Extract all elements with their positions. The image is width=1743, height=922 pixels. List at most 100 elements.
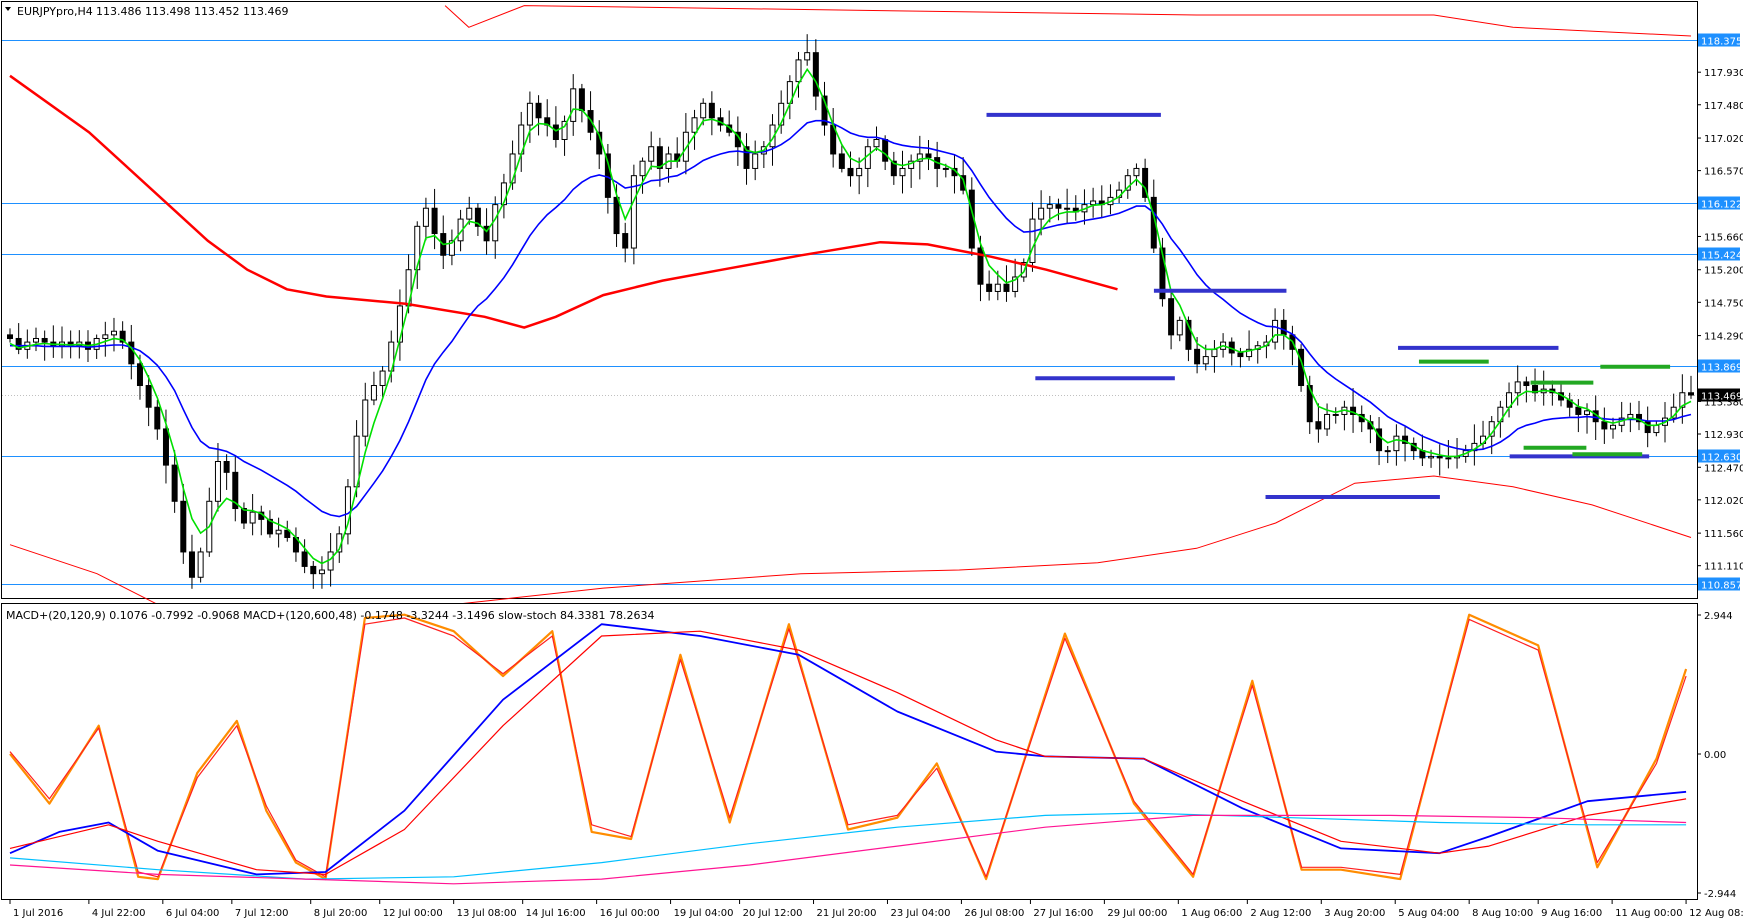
bull-candle: [1246, 348, 1253, 358]
bull-candle: [856, 167, 863, 177]
bear-candle: [656, 146, 663, 169]
bull-candle: [752, 153, 759, 169]
time-tick-label: 8 Aug 10:00: [1472, 908, 1533, 919]
bull-candle: [1428, 455, 1435, 459]
bull-candle: [1029, 218, 1036, 264]
bull-candle: [422, 207, 429, 227]
bull-candle: [1332, 413, 1339, 416]
level-label-box: [1698, 247, 1740, 261]
bear-candle: [41, 337, 48, 343]
price-tick-label: 112.470: [1704, 463, 1743, 474]
level-label-text: 116.122: [1701, 200, 1742, 211]
bull-candle: [639, 160, 646, 177]
moving-averages: [9, 67, 1692, 565]
bear-candle: [708, 102, 715, 119]
bull-candle: [379, 370, 386, 387]
bull-candle: [1202, 356, 1209, 365]
bear-candle: [1150, 196, 1157, 249]
bear-candle: [847, 167, 854, 177]
bear-candle: [171, 464, 178, 502]
bear-candle: [145, 385, 152, 408]
bear-candle: [431, 207, 438, 235]
bear-candle: [838, 153, 845, 169]
bull-candle: [362, 399, 369, 437]
bear-candle: [1402, 435, 1409, 444]
time-tick-label: 27 Jul 16:00: [1033, 908, 1093, 919]
price-tick-label: 111.560: [1704, 529, 1743, 540]
bull-candle: [1211, 348, 1218, 358]
price-tick-label: 117.930: [1704, 68, 1743, 79]
bear-candle: [474, 207, 481, 227]
time-tick-label: 9 Aug 16:00: [1541, 908, 1602, 919]
indicator-tick-label: 0.00: [1704, 750, 1726, 761]
bull-candle: [1176, 319, 1183, 336]
bull-candle: [1046, 204, 1053, 209]
level-label-box: [1698, 33, 1740, 47]
header-menu-icon[interactable]: [5, 7, 11, 11]
level-label-text: 110.857: [1701, 581, 1742, 592]
bull-candle: [1514, 381, 1521, 394]
bear-candle: [301, 551, 308, 567]
bull-candle: [1012, 276, 1019, 292]
bull-candle: [1064, 207, 1071, 210]
bull-candle: [327, 551, 334, 571]
indicator-lines: [9, 613, 1688, 885]
bull-candle: [275, 529, 282, 535]
blue-moving-average: [10, 119, 1692, 518]
time-tick-label: 2 Aug 12:00: [1250, 908, 1311, 919]
bull-candle: [249, 511, 256, 524]
main-price-panel: 117.930 117.480 117.020 116.570 115.660 115.2…: [1, 1, 1743, 625]
bear-candle: [180, 500, 187, 553]
bull-candle: [110, 330, 117, 336]
bull-candle: [197, 551, 204, 578]
bull-candle: [700, 102, 707, 119]
price-tick-label: 114.290: [1704, 332, 1743, 343]
bear-candle: [1280, 319, 1287, 336]
bear-candle: [240, 508, 247, 524]
price-tick-label: 112.930: [1704, 430, 1743, 441]
price-tick-label: 111.110: [1704, 562, 1743, 573]
band-upper-line: [444, 5, 1692, 37]
time-tick-label: 6 Jul 04:00: [166, 908, 220, 919]
time-tick-label: 11 Aug 00:00: [1615, 908, 1682, 919]
price-tick-label: 112.020: [1704, 496, 1743, 507]
price-tick-label: 114.750: [1704, 298, 1743, 309]
bull-candle: [466, 207, 473, 220]
bull-candle: [942, 167, 949, 170]
level-price-labels: 118.375 116.122 115.424 113.869 112.630 110.8…: [1698, 33, 1742, 592]
bull-candle: [899, 167, 906, 177]
bull-candle: [1610, 424, 1617, 430]
support-resistance-segments: [986, 112, 1671, 499]
indicator-series-macd_fast_signal: [9, 630, 1687, 876]
bull-candle: [1133, 167, 1140, 177]
bull-candle: [318, 569, 325, 575]
bear-candle: [232, 471, 239, 510]
bear-candle: [535, 102, 542, 119]
bull-candle: [1393, 435, 1400, 452]
bull-candle: [509, 153, 516, 184]
bull-candle: [526, 102, 533, 126]
bull-candle: [778, 102, 785, 126]
bear-candle: [1159, 247, 1166, 300]
bull-candle: [1584, 410, 1591, 415]
level-label-box: [1698, 359, 1740, 373]
time-tick-label: 14 Jul 16:00: [526, 908, 586, 919]
bear-candle: [154, 406, 161, 430]
bull-candle: [1679, 392, 1686, 408]
bear-candle: [890, 160, 897, 177]
indicator-title: MACD+(20,120,9) 0.1076 -0.7992 -0.9068 M…: [6, 609, 655, 622]
time-tick-label: 29 Jul 00:00: [1107, 908, 1167, 919]
indicator-axis: 2.944 0.00 -2.944: [1697, 611, 1736, 900]
bear-candle: [552, 124, 559, 140]
time-tick-label: 12 Aug 08:00: [1689, 908, 1743, 919]
level-label-text: 113.869: [1701, 363, 1742, 374]
level-label-text: 112.630: [1701, 453, 1742, 464]
bull-candle: [648, 146, 655, 162]
header-ohlc: 113.486 113.498 113.452 113.469: [96, 5, 288, 18]
bull-candle: [691, 117, 698, 133]
time-tick-label: 16 Jul 00:00: [600, 908, 660, 919]
bear-candle: [1315, 421, 1322, 430]
bull-candle: [873, 138, 880, 148]
bull-candle: [1384, 450, 1391, 453]
